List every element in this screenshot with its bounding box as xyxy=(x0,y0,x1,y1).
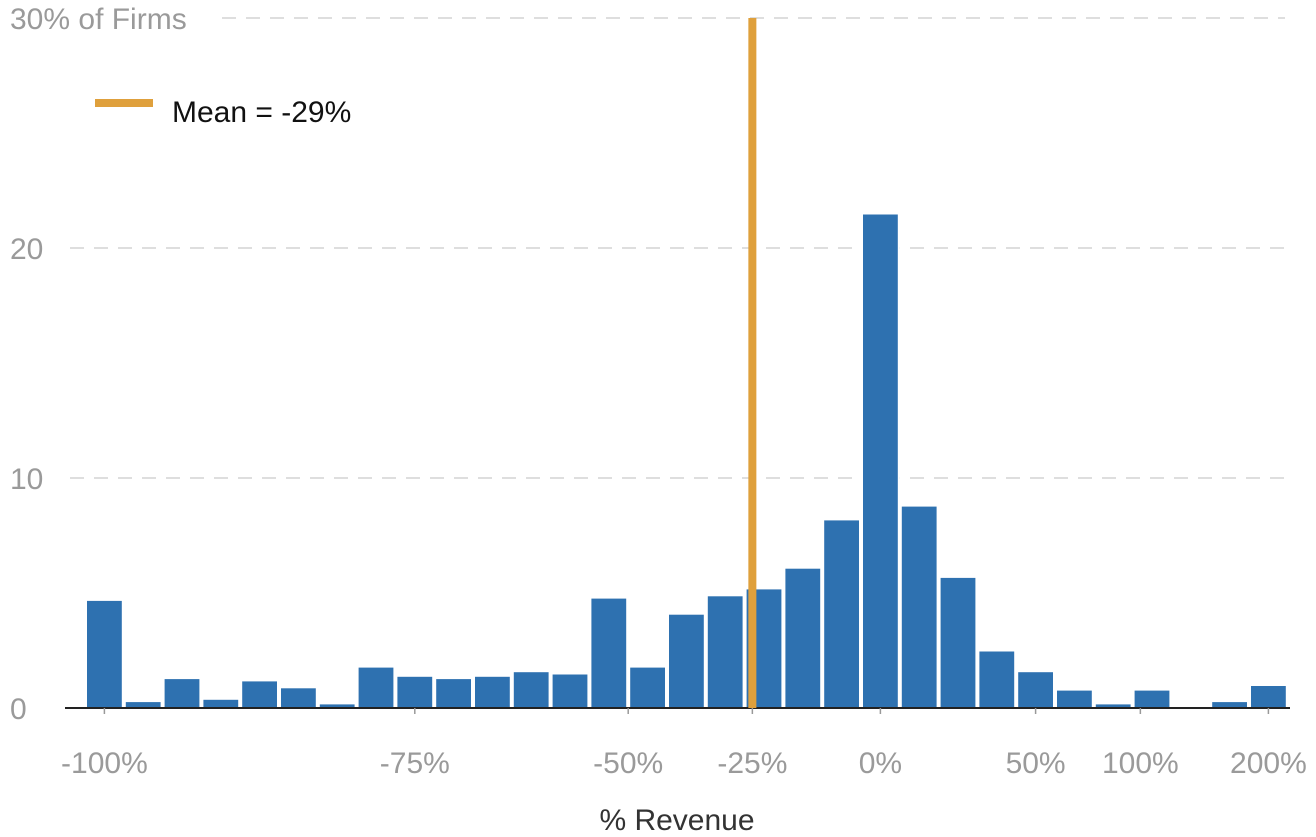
y-tick-label: 30% of Firms xyxy=(10,3,187,36)
histogram-bar xyxy=(899,504,939,709)
x-tick-label: -75% xyxy=(380,747,450,780)
x-tick-label: -50% xyxy=(593,747,663,780)
histogram-bar xyxy=(1249,684,1288,709)
histogram-bar xyxy=(201,697,241,709)
histogram-bar xyxy=(279,686,318,709)
histogram-bar xyxy=(1016,670,1056,710)
histogram-bar xyxy=(667,612,706,710)
x-axis-label: % Revenue xyxy=(599,804,754,837)
histogram-bars xyxy=(85,212,1288,710)
legend-swatch xyxy=(95,99,153,107)
y-axis-ticks: 30% of Firms 20 10 0 xyxy=(10,3,187,726)
histogram-bar xyxy=(511,670,551,710)
y-tick-label: 20 xyxy=(10,233,43,266)
histogram-bar xyxy=(783,566,823,710)
mean-line xyxy=(748,18,757,708)
histogram-bar xyxy=(977,649,1017,709)
x-tick-label: 200% xyxy=(1230,747,1307,780)
histogram-bar xyxy=(85,598,124,710)
histogram-bar xyxy=(938,575,978,710)
y-tick-label: 0 xyxy=(10,693,27,726)
histogram-bar xyxy=(861,212,900,709)
legend: Mean = -29% xyxy=(95,96,351,129)
gridlines xyxy=(70,17,1285,479)
histogram-bar xyxy=(550,672,590,709)
histogram-bar xyxy=(705,594,745,709)
histogram-bar xyxy=(1210,700,1249,709)
histogram-bar xyxy=(1055,688,1094,709)
histogram-bar xyxy=(162,677,202,709)
x-tick-label: -25% xyxy=(717,747,787,780)
histogram-bar xyxy=(356,665,396,709)
histogram-bar xyxy=(628,665,668,709)
histogram-bar xyxy=(395,674,435,709)
histogram-bar xyxy=(434,677,474,709)
histogram-bar xyxy=(123,700,163,709)
x-tick-label: -100% xyxy=(61,747,148,780)
x-tick-label: 0% xyxy=(859,747,902,780)
histogram-bar xyxy=(822,518,862,710)
legend-label: Mean = -29% xyxy=(172,96,351,129)
x-tick-label: 50% xyxy=(1006,747,1066,780)
histogram-bar xyxy=(589,596,629,709)
histogram-bar xyxy=(473,674,512,709)
x-tick-label: 100% xyxy=(1102,747,1179,780)
y-tick-label: 10 xyxy=(10,463,43,496)
histogram-bar xyxy=(1132,688,1172,709)
histogram-bar xyxy=(240,679,279,710)
x-axis-ticks: -100% -75% -50% -25% 0% 50% 100% 200% xyxy=(61,708,1307,780)
